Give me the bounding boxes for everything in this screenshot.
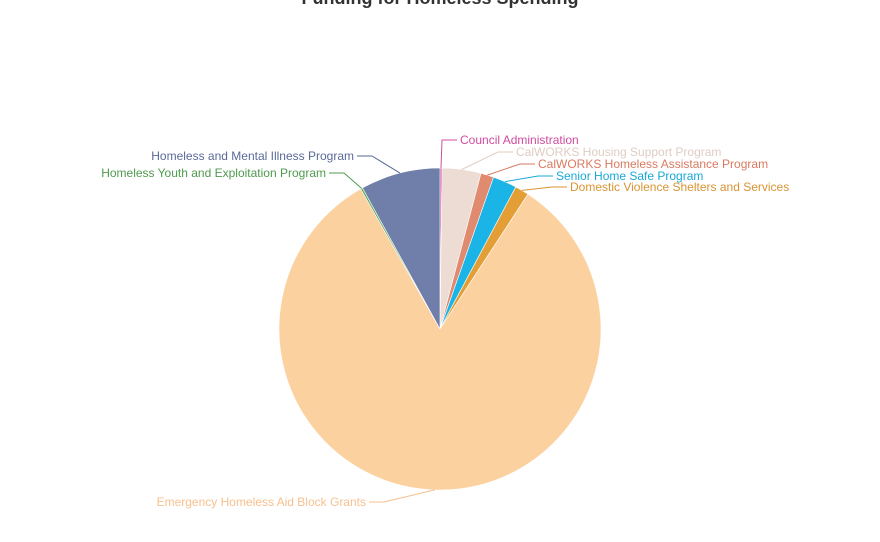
label-leader-line bbox=[369, 489, 436, 503]
label-leader-line bbox=[440, 139, 457, 169]
label-leader-line bbox=[487, 163, 535, 176]
label-leader-line bbox=[461, 151, 513, 170]
slice-label: CalWORKS Housing Support Program bbox=[516, 145, 721, 159]
slice-label: Emergency Homeless Aid Block Grants bbox=[157, 495, 366, 509]
slice-label: CalWORKS Homeless Assistance Program bbox=[538, 157, 768, 171]
label-leader-line bbox=[521, 186, 567, 191]
slice-label: Senior Home Safe Program bbox=[556, 169, 703, 183]
label-leader-line bbox=[329, 172, 362, 189]
slice-label: Council Administration bbox=[460, 133, 579, 147]
pie-slices bbox=[278, 167, 602, 491]
slice-label: Domestic Violence Shelters and Services bbox=[570, 180, 789, 194]
slice-label: Homeless and Mental Illness Program bbox=[151, 149, 354, 163]
label-leader-line bbox=[357, 155, 401, 174]
pie-slice[interactable] bbox=[278, 188, 602, 491]
label-leader-line bbox=[504, 175, 553, 183]
slice-label: Homeless Youth and Exploitation Program bbox=[101, 166, 326, 180]
label-leader-lines bbox=[329, 139, 567, 503]
chart-title: Funding for Homeless Spending bbox=[0, 0, 880, 9]
